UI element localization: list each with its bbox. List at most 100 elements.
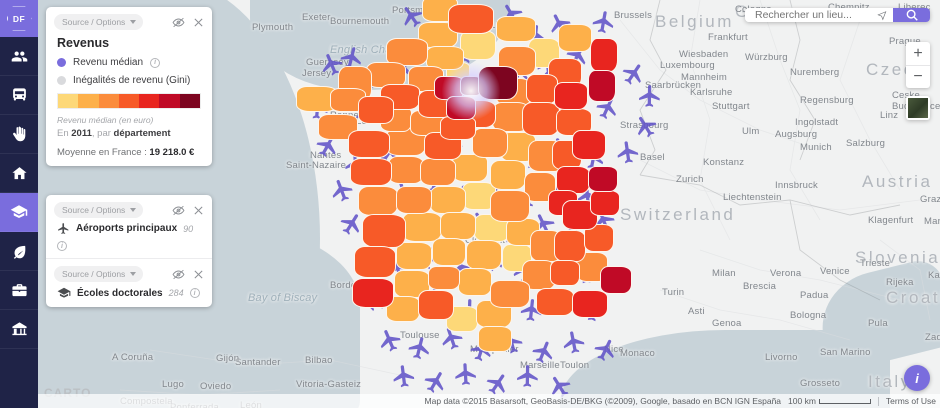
map-label: Strasbourg	[620, 120, 669, 131]
department-region[interactable]	[402, 212, 442, 242]
department-region[interactable]	[558, 24, 592, 52]
department-region[interactable]	[448, 4, 494, 34]
department-region[interactable]	[590, 38, 618, 72]
department-region[interactable]	[446, 96, 476, 120]
revenus-panel: Source / Options Revenus Revenu médian i	[46, 7, 212, 166]
map-label: Gijón	[216, 353, 240, 364]
department-region[interactable]	[478, 66, 518, 100]
info-icon[interactable]: i	[57, 241, 67, 251]
department-region[interactable]	[554, 82, 588, 110]
sidebar-item-institutions[interactable]	[0, 310, 38, 349]
map-label: Italy	[868, 372, 912, 391]
app-logo[interactable]: DF	[0, 0, 38, 37]
choropleth-layer[interactable]	[296, 0, 720, 408]
department-region[interactable]	[348, 130, 390, 158]
search-button[interactable]	[893, 8, 930, 22]
department-region[interactable]	[572, 290, 608, 318]
map-label: Pula	[868, 318, 888, 329]
sidebar-item-economy[interactable]	[0, 271, 38, 310]
average-value: 19 218.0 €	[149, 147, 195, 158]
navigation-arrow-icon[interactable]	[877, 9, 887, 22]
sidebar-item-population[interactable]	[0, 37, 38, 76]
department-region[interactable]	[418, 290, 454, 320]
department-region[interactable]	[460, 30, 496, 60]
sidebar-item-environment[interactable]	[0, 232, 38, 271]
department-region[interactable]	[396, 186, 432, 214]
map-label: Frankfurt	[708, 32, 748, 43]
department-region[interactable]	[362, 214, 406, 248]
source-options-dropdown-airports[interactable]: Source / Options	[54, 202, 144, 218]
zoom-in-button[interactable]: +	[913, 44, 923, 62]
department-region[interactable]	[472, 128, 508, 158]
department-region[interactable]	[536, 288, 574, 316]
department-region[interactable]	[458, 268, 492, 296]
department-region[interactable]	[554, 230, 586, 262]
left-sidebar: DF	[0, 0, 38, 408]
sidebar-item-education[interactable]	[0, 193, 38, 232]
option-revenu-median[interactable]: Revenu médian i	[57, 57, 201, 68]
department-region[interactable]	[352, 278, 394, 308]
doctoral-layer-header: Source / Options	[46, 259, 212, 286]
department-region[interactable]	[478, 326, 512, 352]
department-region[interactable]	[572, 130, 606, 160]
department-region[interactable]	[490, 160, 526, 190]
department-region[interactable]	[490, 280, 530, 308]
close-icon[interactable]	[193, 17, 204, 28]
department-region[interactable]	[388, 156, 424, 184]
revenus-panel-body: Revenus Revenu médian i Inégalités de re…	[46, 36, 212, 158]
department-region[interactable]	[350, 158, 392, 186]
info-fab-button[interactable]: i	[904, 365, 930, 391]
zoom-out-button[interactable]: −	[906, 65, 930, 88]
map-label: Toulon	[560, 360, 590, 371]
bus-icon	[12, 87, 26, 100]
department-region[interactable]	[358, 186, 398, 216]
sidebar-item-transport[interactable]	[0, 76, 38, 115]
map-label: Bologna	[790, 310, 827, 321]
department-region[interactable]	[466, 240, 502, 270]
department-region[interactable]	[496, 16, 536, 42]
close-icon[interactable]	[193, 269, 204, 280]
basemap-toggle-button[interactable]	[906, 96, 930, 120]
info-icon[interactable]: i	[189, 288, 200, 298]
department-region[interactable]	[358, 96, 394, 124]
map-label: Vitoria-Gasteiz	[296, 379, 362, 390]
close-icon[interactable]	[193, 205, 204, 216]
source-options-dropdown-doctoral[interactable]: Source / Options	[54, 266, 144, 282]
department-region[interactable]	[420, 158, 456, 186]
source-options-label: Source / Options	[62, 269, 126, 279]
department-region[interactable]	[588, 70, 616, 102]
map-label: Venice	[820, 266, 850, 277]
hide-eye-icon[interactable]	[172, 204, 185, 217]
department-region[interactable]	[432, 238, 466, 266]
search-input[interactable]	[755, 9, 873, 21]
source-options-dropdown-revenus[interactable]: Source / Options	[54, 14, 144, 30]
department-region[interactable]	[590, 190, 620, 216]
terms-of-use-link[interactable]: Terms of Use	[885, 396, 936, 406]
search-field[interactable]	[745, 8, 893, 22]
department-region[interactable]	[550, 260, 580, 286]
option-inegalites-gini[interactable]: Inégalités de revenu (Gini)	[57, 75, 201, 86]
bank-icon	[11, 321, 27, 335]
map-label: Luxembourg	[660, 60, 715, 71]
sidebar-item-social[interactable]	[0, 115, 38, 154]
hide-eye-icon[interactable]	[172, 268, 185, 281]
department-region[interactable]	[522, 102, 560, 136]
hide-eye-icon[interactable]	[172, 16, 185, 29]
department-region[interactable]	[588, 166, 618, 192]
department-region[interactable]	[430, 186, 466, 214]
department-region[interactable]	[396, 242, 432, 270]
ramp-bin-4	[139, 94, 160, 108]
department-region[interactable]	[354, 246, 396, 278]
department-region[interactable]	[490, 190, 530, 222]
airports-layer-row[interactable]: Aéroports principaux 90 i	[46, 222, 212, 251]
map-data-attribution: Map data ©2015 Basarsoft, GeoBasis-DE/BK…	[424, 396, 782, 406]
doctoral-layer-row[interactable]: Écoles doctorales 284 i	[46, 286, 212, 300]
department-region[interactable]	[600, 266, 632, 294]
sidebar-item-housing[interactable]	[0, 154, 38, 193]
info-icon[interactable]: i	[150, 57, 161, 68]
map-label: Ulm	[742, 126, 760, 137]
department-region[interactable]	[440, 212, 476, 240]
department-region[interactable]	[428, 266, 460, 290]
map-label: Rijeka	[886, 277, 914, 288]
